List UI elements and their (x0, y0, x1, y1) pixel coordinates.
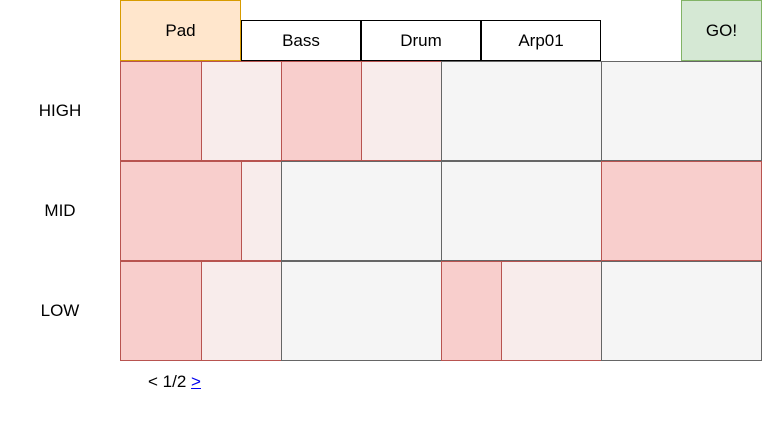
tab-drum[interactable]: Drum (361, 20, 481, 61)
grid-cell-mid-5[interactable] (601, 161, 762, 261)
grid-cell-low-1[interactable] (120, 261, 202, 361)
grid-cell-high-3[interactable] (281, 61, 362, 161)
grid-cell-mid-3[interactable] (281, 161, 442, 261)
grid-cell-high-6[interactable] (601, 61, 762, 161)
tab-bass[interactable]: Bass (241, 20, 361, 61)
grid-cell-mid-4[interactable] (441, 161, 602, 261)
row-label-high: HIGH (38, 101, 82, 120)
tab-arp01[interactable]: Arp01 (481, 20, 601, 61)
grid-cell-high-4[interactable] (361, 61, 442, 161)
grid-cell-low-2[interactable] (201, 261, 282, 361)
grid-cell-mid-1[interactable] (120, 161, 242, 261)
grid-cell-low-5[interactable] (501, 261, 602, 361)
row-label-mid: MID (44, 201, 76, 220)
grid-cell-low-4[interactable] (441, 261, 502, 361)
pager-next-link[interactable]: > (191, 372, 201, 391)
grid-cell-low-3[interactable] (281, 261, 442, 361)
pager: < 1/2 > (148, 372, 201, 392)
grid-cell-mid-2[interactable] (241, 161, 282, 261)
go-button[interactable]: GO! (681, 0, 762, 61)
grid-cell-high-2[interactable] (201, 61, 282, 161)
row-label-low: LOW (40, 301, 80, 320)
grid-cell-high-1[interactable] (120, 61, 202, 161)
grid-cell-low-6[interactable] (601, 261, 762, 361)
pager-page-indicator: 1/2 (162, 372, 187, 391)
grid-cell-high-5[interactable] (441, 61, 602, 161)
pager-prev: < (148, 372, 158, 391)
tab-pad[interactable]: Pad (120, 0, 241, 61)
